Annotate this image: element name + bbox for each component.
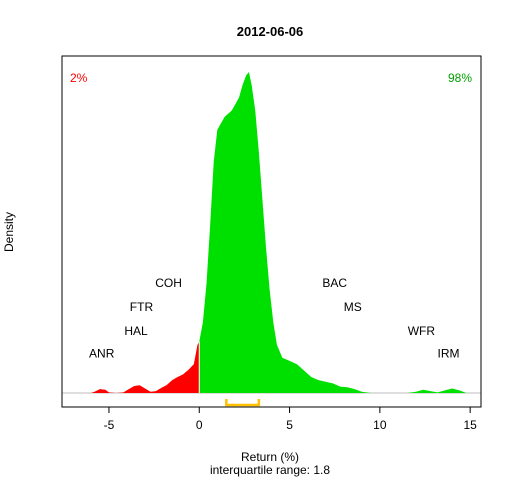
plot-border [61, 55, 482, 408]
negative-density-area [72, 341, 200, 393]
x-tick-label: 5 [286, 418, 293, 432]
annotation-bac: BAC [322, 276, 347, 290]
x-tick-label: 0 [196, 418, 203, 432]
positive-density-area [199, 72, 481, 393]
annotation-wfr: WFR [408, 324, 436, 338]
right-tail-percentage: 98% [448, 71, 472, 85]
left-tail-percentage: 2% [70, 71, 88, 85]
chart-title: 2012-06-06 [237, 24, 304, 39]
x-axis: -5 0 5 10 15 [104, 407, 477, 432]
x-tick-label: -5 [104, 418, 115, 432]
x-tick-label: 10 [373, 418, 387, 432]
annotation-coh: COH [155, 276, 182, 290]
chart-subtitle: interquartile range: 1.8 [210, 463, 330, 477]
x-axis-label: Return (%) [241, 450, 299, 464]
annotation-irm: IRM [437, 347, 459, 361]
annotation-hal: HAL [124, 324, 148, 338]
annotation-anr: ANR [89, 347, 115, 361]
x-tick-label: 15 [463, 418, 477, 432]
y-axis-label: Density [2, 212, 16, 252]
annotation-ftr: FTR [130, 300, 154, 314]
iqr-bracket [225, 399, 261, 407]
annotation-ms: MS [344, 300, 362, 314]
